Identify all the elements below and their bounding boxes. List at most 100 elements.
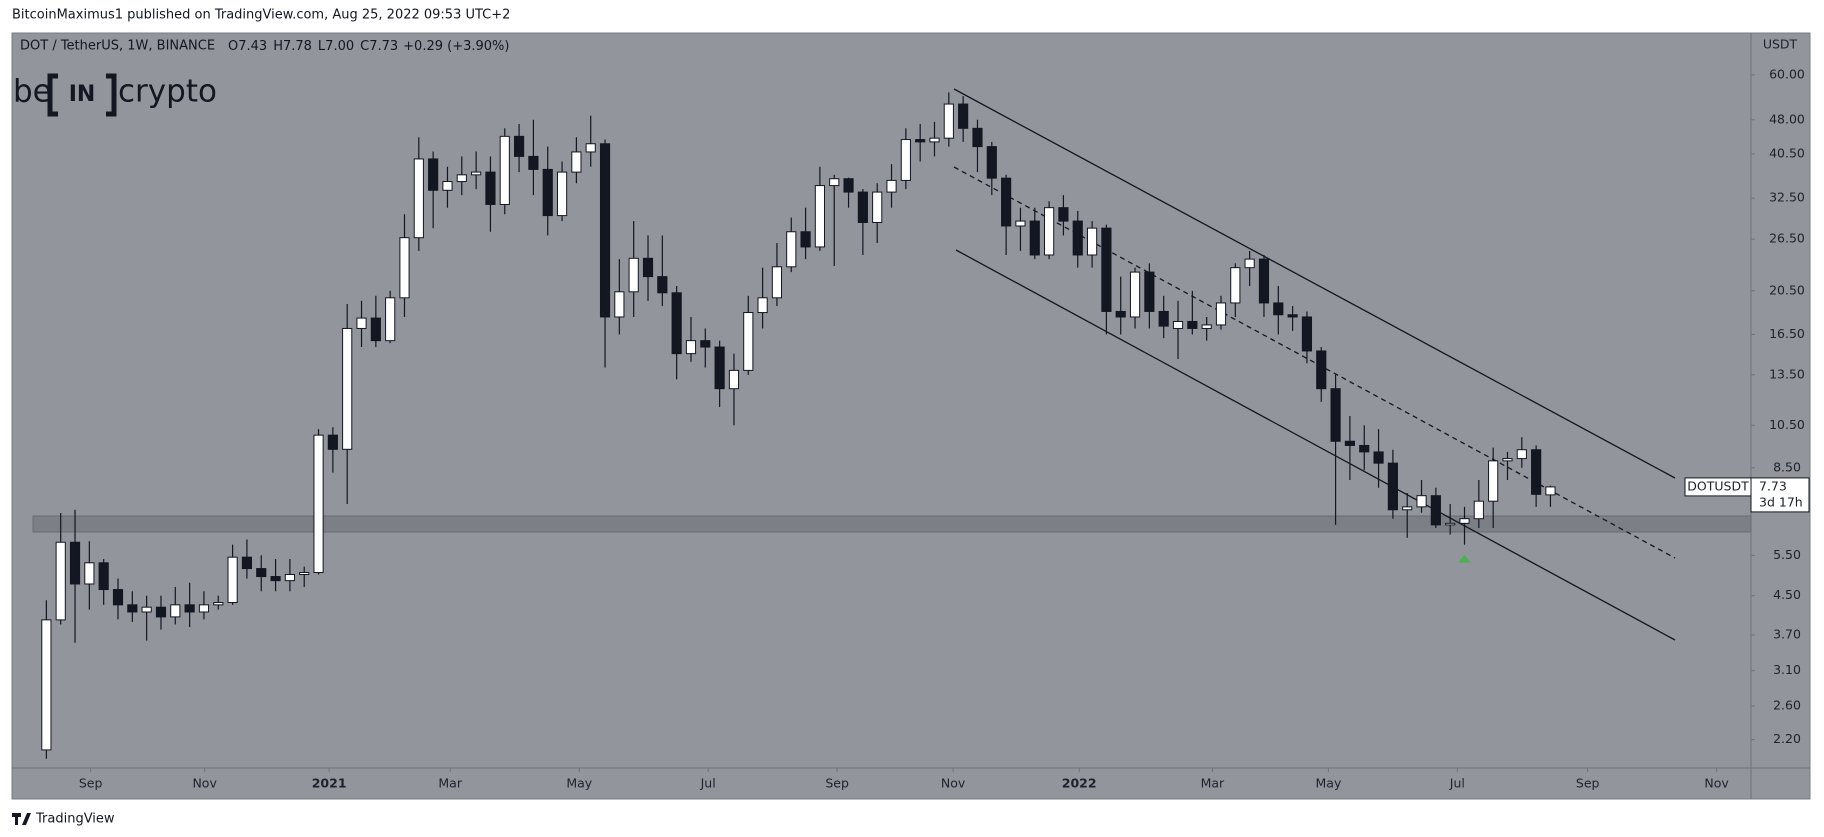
candle-body [657,276,668,294]
candle-body [900,139,911,181]
candle-body [1301,316,1313,352]
candle-body [284,574,295,582]
publisher-line: BitcoinMaximus1 published on TradingView… [12,8,510,23]
x-tick-label: May [566,776,592,791]
candle-body [170,604,181,618]
footer: TradingView [12,812,115,827]
y-tick-label: 4.50 [1773,587,1801,602]
y-tick-label: 13.50 [1769,366,1805,381]
candle-body [571,151,582,173]
ohlc-change: +0.29 (+3.90%) [403,39,509,54]
symbol-text: DOT / TetherUS, 1W, BINANCE [20,39,215,54]
logo-brackets [47,73,117,117]
candle-body [184,604,195,613]
candle-body [1029,220,1040,256]
y-tick-label: 3.70 [1773,627,1801,642]
candle-body [1244,258,1255,269]
footer-brand: TradingView [35,812,115,827]
candle-body [1287,314,1298,318]
y-tick-label: 8.50 [1773,459,1801,474]
x-tick-label: Nov [941,776,966,791]
ohlc-legend: O7.43 H7.78 L7.00 C7.73 +0.29 (+3.90%) [228,39,509,54]
candle-body [442,181,453,191]
logo-be: be [13,74,52,110]
candle-body [1072,220,1083,256]
candle-body [1187,320,1198,329]
candle-body [485,171,496,205]
candle-body [1215,302,1227,326]
candle-body [1086,227,1098,256]
y-tick-label: 10.50 [1769,417,1805,432]
candle-body [327,434,338,450]
candle-body [499,135,510,205]
x-tick-label: Mar [1201,776,1225,791]
candle-body [69,541,81,585]
ohlc-key: H [273,39,283,54]
candle-body [399,237,410,299]
candle-body [112,589,124,606]
y-tick-label: 48.00 [1769,111,1805,126]
candle-body [141,606,152,613]
candle-body [714,346,725,390]
logo-in: IN [69,82,96,107]
candle-body [872,191,883,223]
candle-body [743,312,754,371]
candle-body [1230,267,1241,304]
ohlc-value: 7.43 [238,39,267,54]
logo: be IN crypto [13,73,217,117]
y-tick-label: 26.50 [1769,231,1805,246]
x-tick-label: Nov [1704,776,1729,791]
x-tick-label: 2022 [1062,776,1097,791]
candle-body [915,139,926,143]
y-tick-label: 2.20 [1773,731,1801,746]
candle-body [356,317,367,329]
candle-body [886,179,897,193]
x-tick-label: Sep [825,776,849,791]
candle-body [843,178,854,193]
candle-body [685,340,697,355]
candle-body [270,576,281,582]
footer-icon [12,813,31,825]
logo-crypto: crypto [118,74,217,110]
candle-body [671,292,682,355]
candle-body [1158,310,1169,327]
y-tick-label: 40.50 [1769,145,1805,160]
candle-body [786,231,797,268]
candle-body [1430,495,1441,526]
candle-body [1258,258,1270,304]
candle-body [986,146,997,179]
candle-body [55,541,66,621]
low-marker [1458,554,1471,563]
candle-body [556,171,568,217]
y-tick-label: 3.10 [1773,662,1801,677]
x-tick-label: 2021 [312,776,347,791]
ohlc-key: C [360,39,369,54]
x-tick-label: Sep [79,776,103,791]
candle-body [1359,444,1370,453]
candle-body [313,434,324,574]
y-tick-label: 2.60 [1773,697,1801,712]
candle-body [814,185,825,248]
candle-body [41,619,52,751]
support-zone [32,515,1752,533]
x-tick-label: Mar [438,776,462,791]
ohlc-value: 7.00 [325,39,354,54]
candle-body [1273,302,1284,316]
candle-body [514,135,525,157]
candle-body [929,137,940,143]
candle-body [1473,500,1484,520]
countdown: 3d 17h [1759,494,1803,509]
candle-body [241,556,253,570]
candle-body [958,103,969,129]
candle-body [1445,522,1456,526]
legend-header: DOT / TetherUS, 1W, BINANCE [20,39,215,54]
candle-body [98,562,109,591]
candle-body [771,266,783,299]
candle-body [1516,449,1527,460]
candle-body [342,327,353,450]
candle-body [1459,518,1470,524]
y-tick-label: 60.00 [1769,66,1805,81]
candle-body [1531,449,1542,495]
ohlc-key: L [318,39,326,54]
